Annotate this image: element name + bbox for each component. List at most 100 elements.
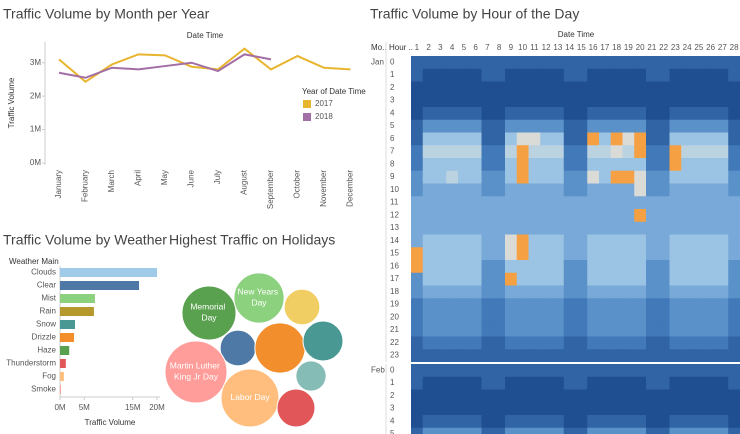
heat-cell: [446, 107, 459, 121]
heat-cell: [469, 234, 482, 248]
heat-cell: [563, 323, 576, 337]
heat-cell: [493, 183, 506, 197]
heat-cell: [657, 389, 670, 403]
heat-cell: [669, 81, 682, 95]
column-label: 16: [589, 43, 598, 52]
heat-cell: [587, 107, 600, 121]
heat-cell: [669, 415, 682, 429]
heat-cell: [540, 323, 553, 337]
heat-cell: [622, 260, 635, 274]
heat-cell: [693, 402, 706, 416]
heat-cell: [434, 119, 447, 133]
heat-cell: [446, 247, 459, 261]
heat-cell: [693, 68, 706, 82]
heat-cell: [587, 298, 600, 312]
heat-cell: [716, 119, 729, 133]
heat-cell: [493, 415, 506, 429]
heat-cell: [505, 427, 518, 434]
heat-cell: [411, 427, 424, 434]
heat-cell: [693, 311, 706, 325]
heat-cell: [469, 389, 482, 403]
heat-cell: [563, 364, 576, 378]
heat-cell: [540, 311, 553, 325]
heat-cell: [481, 364, 494, 378]
heat-cell: [657, 298, 670, 312]
heat-cell: [575, 107, 588, 121]
heat-cell: [575, 234, 588, 248]
heat-cell: [563, 427, 576, 434]
heat-cell: [704, 94, 717, 108]
heat-cell: [411, 94, 424, 108]
heat-cell: [411, 196, 424, 210]
legend-label: 2018: [315, 112, 333, 121]
heat-cell: [716, 349, 729, 363]
column-label: 27: [718, 43, 727, 52]
y-tick-label: Snow: [36, 320, 56, 329]
heat-cell: [704, 145, 717, 159]
heat-cell: [505, 183, 518, 197]
heat-cell: [552, 336, 565, 350]
heat-cell: [669, 311, 682, 325]
heat-cell: [587, 402, 600, 416]
heat-cell: [657, 323, 670, 337]
heat-cell: [563, 158, 576, 172]
heat-cell: [446, 260, 459, 274]
heat-cell: [422, 364, 435, 378]
heat-cell: [599, 298, 612, 312]
heat-cell: [481, 285, 494, 299]
heat-cell: [505, 415, 518, 429]
chart-title: Traffic Volume by Hour of the Day: [370, 6, 579, 22]
heat-cell: [505, 349, 518, 363]
heat-cell: [646, 183, 659, 197]
heat-cell: [657, 349, 670, 363]
heat-cell: [469, 364, 482, 378]
heat-cell: [446, 389, 459, 403]
heat-cell: [693, 260, 706, 274]
heat-cell: [622, 81, 635, 95]
heat-cell: [657, 170, 670, 184]
heat-cell: [458, 285, 471, 299]
heat-cell: [669, 285, 682, 299]
heat-cell: [422, 427, 435, 434]
heat-cell: [516, 272, 529, 286]
heat-cell: [575, 221, 588, 235]
heat-cell: [458, 336, 471, 350]
hour-label: 5: [390, 121, 395, 130]
heat-cell: [434, 272, 447, 286]
heat-cell: [540, 170, 553, 184]
heat-cell: [446, 221, 459, 235]
heat-cell: [657, 376, 670, 390]
heat-cell: [528, 364, 541, 378]
heat-cell: [634, 81, 647, 95]
heat-cell: [516, 170, 529, 184]
heat-cell: [728, 234, 740, 248]
heat-cell: [681, 336, 694, 350]
heat-cell: [693, 298, 706, 312]
heat-cell: [540, 209, 553, 223]
heat-cell: [634, 107, 647, 121]
heat-cell: [599, 311, 612, 325]
bubble-label: Labor Day: [230, 392, 270, 402]
heat-cell: [458, 107, 471, 121]
heat-cell: [493, 196, 506, 210]
heat-cell: [704, 107, 717, 121]
heat-cell: [446, 81, 459, 95]
heat-cell: [528, 285, 541, 299]
heat-cell: [716, 170, 729, 184]
heat-cell: [575, 68, 588, 82]
heat-cell: [528, 221, 541, 235]
heat-cell: [704, 196, 717, 210]
heat-cell: [505, 336, 518, 350]
heat-cell: [458, 68, 471, 82]
heat-cell: [622, 94, 635, 108]
bar: [60, 281, 140, 290]
heat-cell: [657, 68, 670, 82]
heat-cell: [552, 183, 565, 197]
heat-cell: [599, 107, 612, 121]
heat-cell: [552, 247, 565, 261]
heat-cell: [528, 145, 541, 159]
heat-cell: [422, 196, 435, 210]
heat-cell: [610, 94, 623, 108]
heat-cell: [563, 349, 576, 363]
heat-cell: [728, 94, 740, 108]
